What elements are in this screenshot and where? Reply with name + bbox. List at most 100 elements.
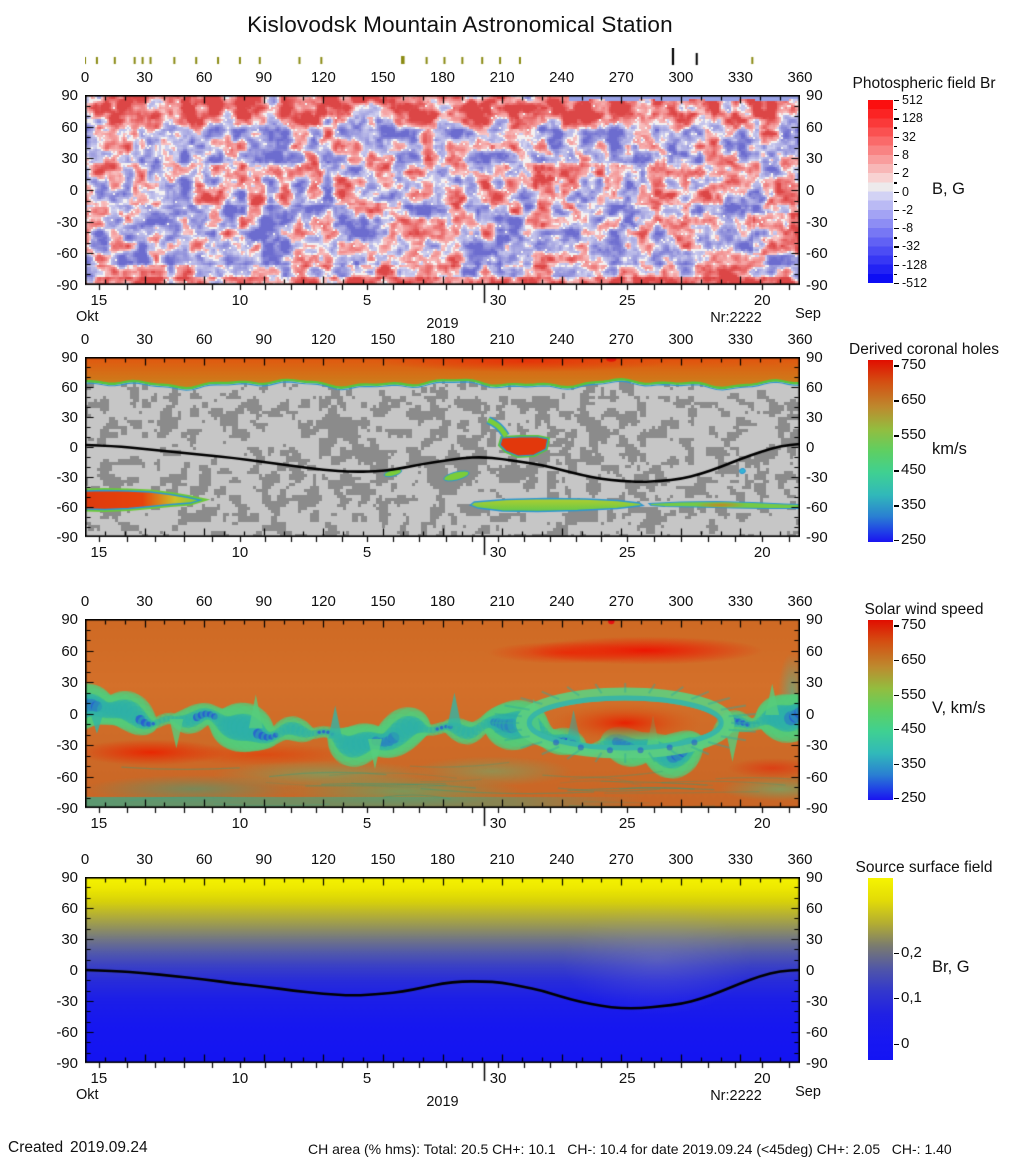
lon-tick-label: 270	[608, 331, 634, 348]
lon-tick-label: 240	[549, 69, 575, 86]
lat-tick-label-right: -60	[806, 768, 828, 786]
date-label: 10	[231, 1070, 249, 1087]
solar-wind-map-canvas	[85, 619, 800, 830]
colorbar-tick-label: -512	[902, 276, 928, 290]
year-label: 2019	[426, 316, 459, 332]
colorbar-tick	[894, 228, 899, 230]
colorbar-tick	[894, 273, 897, 276]
lat-tick-label-right: 30	[806, 150, 823, 168]
date-label: 10	[231, 544, 249, 561]
date-label: 5	[362, 815, 372, 832]
colorbar-tick-label: 512	[902, 93, 923, 107]
lat-tick-label-left: 60	[61, 118, 78, 136]
date-label: 15	[90, 815, 108, 832]
lat-tick-label-left: 60	[61, 900, 78, 917]
colorbar-tick	[894, 1043, 899, 1045]
lon-tick-label: 30	[136, 331, 153, 348]
lon-tick-label: 30	[136, 69, 153, 86]
colorbar-tick	[894, 798, 899, 800]
colorbar-tick-label: 750	[901, 616, 927, 634]
ch-area-summary: CH area (% hms): Total: 20.5 CH+: 10.1 C…	[308, 1141, 952, 1157]
source-surface-map-canvas	[85, 877, 800, 1085]
lon-tick-label: 150	[370, 331, 396, 348]
lon-tick-label: 360	[787, 69, 813, 86]
colorbar-tick	[894, 182, 897, 184]
lon-tick-label: 90	[255, 331, 273, 348]
lat-tick-label-left: -30	[56, 469, 78, 486]
colorbar-tick	[894, 109, 897, 111]
lat-tick-label-right: -90	[806, 277, 828, 294]
colorbar-photospheric	[868, 100, 893, 283]
colorbar-tick-label: 650	[901, 391, 927, 409]
colorbar-tick-label: 350	[901, 496, 927, 514]
lon-tick-label: 90	[255, 851, 273, 868]
lon-tick-label: 300	[668, 851, 694, 868]
colorbar-coronal-holes	[868, 360, 893, 542]
colorbar-tick-label: 2	[902, 166, 909, 181]
colorbar-tick-label: 32	[902, 129, 916, 144]
colorbar-tick	[894, 145, 897, 148]
colorbar-tick-label: 650	[901, 650, 927, 668]
lon-tick-label: 150	[370, 69, 396, 86]
lat-tick-label-right: 60	[806, 379, 823, 396]
lon-tick-label: 60	[195, 851, 213, 868]
lat-tick-label-right: -60	[806, 245, 828, 263]
lon-tick-label: 330	[727, 593, 753, 610]
lon-tick-label: 30	[136, 593, 153, 610]
lat-tick-label-left: -30	[56, 993, 78, 1010]
lon-tick-label: 180	[429, 331, 456, 348]
colorbar-tick-label: 250	[901, 789, 927, 807]
colorbar-tick	[894, 127, 897, 129]
lon-tick-label: 180	[429, 69, 456, 86]
colorbar-tick	[894, 763, 899, 765]
colorbar-tick-label: 750	[901, 356, 927, 374]
coronal-holes-map-canvas	[85, 357, 800, 559]
lat-tick-label-right: -30	[806, 993, 828, 1010]
date-label: 5	[362, 1070, 372, 1087]
lon-tick-label: 0	[80, 593, 90, 610]
colorbar-tick	[894, 118, 899, 120]
lat-tick-label-left: -30	[56, 213, 78, 231]
colorbar-tick	[894, 173, 899, 175]
colorbar-tick-label: -32	[902, 239, 921, 254]
colorbar-tick-label: 350	[901, 754, 927, 772]
colorbar-tick-label: 0,1	[901, 989, 922, 1007]
lat-tick-label-left: 30	[61, 931, 78, 948]
month-label-right: Sep	[795, 1084, 821, 1100]
colorbar-tick	[894, 400, 899, 402]
lon-tick-label: 270	[608, 593, 634, 610]
date-label: 20	[753, 1070, 771, 1087]
colorbar-tick-label: 550	[901, 426, 927, 444]
colorbar-tick-label: 450	[901, 461, 927, 479]
colorbar-tick	[894, 283, 899, 285]
colorbar-tick	[894, 237, 897, 239]
lon-tick-label: 150	[370, 851, 396, 868]
date-label: 5	[362, 292, 372, 309]
colorbar-solar-wind	[868, 620, 893, 800]
colorbar-tick-label: 550	[901, 685, 927, 703]
lon-tick-label: 0	[80, 331, 90, 348]
colorbar-title-source-surface: Source surface field	[855, 859, 993, 876]
colorbar-title-photospheric: Photospheric field Br	[852, 75, 996, 92]
lon-tick-label: 330	[727, 69, 753, 86]
colorbar-tick	[894, 694, 899, 696]
lat-tick-label-left: 90	[61, 87, 78, 104]
lon-tick-label: 240	[549, 331, 575, 348]
lon-tick-label: 210	[489, 851, 515, 868]
lon-tick-label: 0	[80, 851, 90, 868]
lat-tick-label-left: 0	[69, 705, 78, 723]
lon-tick-label: 180	[429, 851, 456, 868]
lat-tick-label-left: -90	[56, 529, 78, 546]
lat-tick-label-left: -90	[56, 800, 78, 817]
colorbar-tick	[894, 200, 897, 202]
colorbar-tick	[894, 218, 897, 221]
lon-tick-label: 60	[195, 69, 213, 86]
lat-tick-label-right: 0	[806, 705, 815, 723]
colorbar-tick	[894, 998, 899, 1000]
colorbar-unit-solar-wind: V, km/s	[932, 699, 986, 717]
lat-tick-label-right: 0	[806, 182, 815, 199]
lat-tick-label-right: -90	[806, 1055, 828, 1072]
lon-tick-label: 150	[370, 593, 396, 610]
created-date: 2019.09.24	[70, 1139, 148, 1156]
